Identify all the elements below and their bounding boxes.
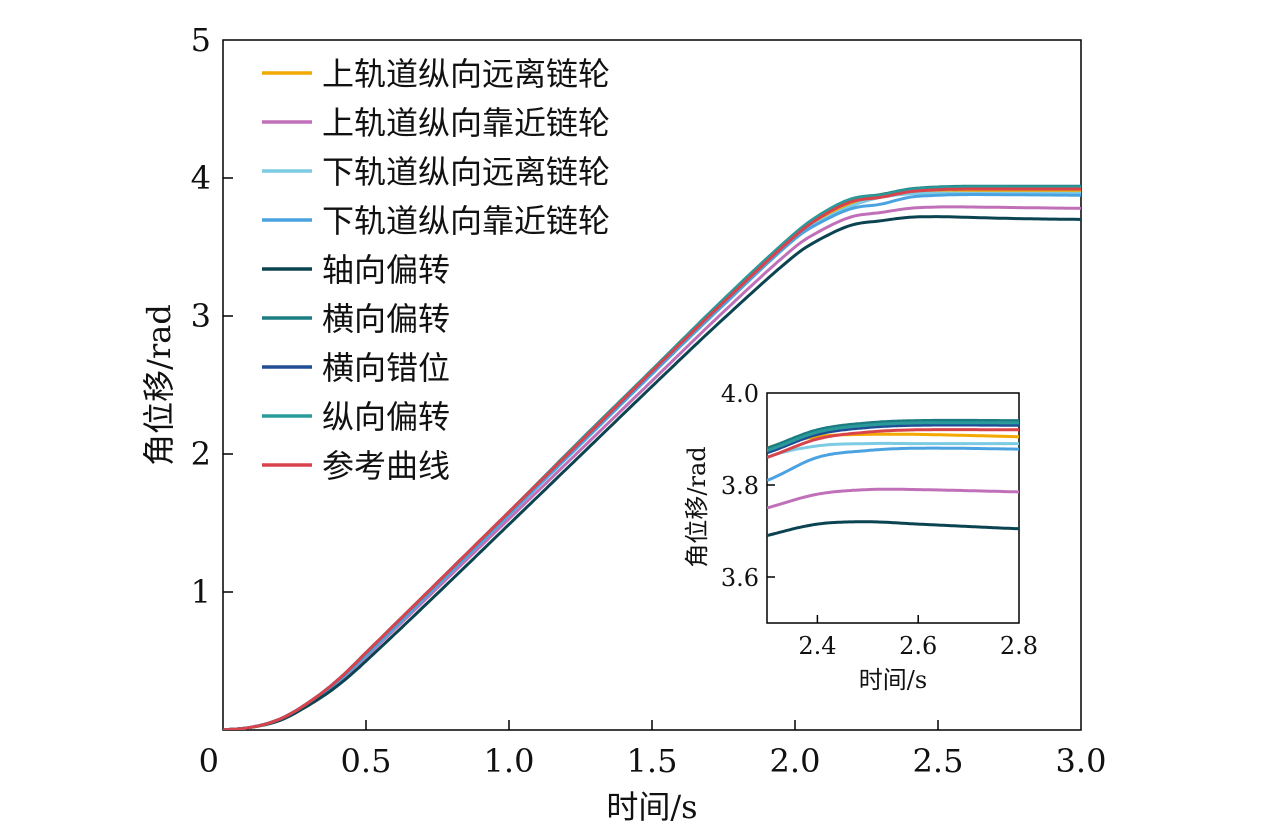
inset-series-line-2 [767, 487, 1019, 510]
inset-frame [766, 392, 1020, 624]
inset-series-line-6 [767, 418, 1019, 450]
legend-label-5: 轴向偏转 [322, 251, 450, 289]
inset-x-tick-label: 2.8 [1000, 632, 1038, 660]
x-axis-label: 时间/s [606, 788, 697, 826]
legend-label-1: 上轨道纵向远离链轮 [322, 55, 610, 93]
inset-y-tick-label: 3.8 [721, 472, 759, 500]
inset-series-line-8 [767, 421, 1019, 452]
x-tick-label: 2.0 [770, 742, 821, 780]
inset-series-line-4 [767, 446, 1019, 482]
x-tick-label: 0.5 [341, 742, 392, 780]
y-tick-label: 1 [191, 573, 211, 611]
inset-x-axis-label: 时间/s [859, 666, 927, 694]
y-tick-label: 4 [191, 159, 211, 197]
y-axis-label: 角位移/rad [140, 304, 178, 466]
inset-x-tick-label: 2.6 [899, 632, 937, 660]
legend-label-4: 下轨道纵向靠近链轮 [322, 202, 610, 240]
legend-label-9: 参考曲线 [322, 447, 450, 485]
x-tick-label: 1.0 [484, 742, 535, 780]
inset-y-axis-label: 角位移/rad [683, 446, 711, 567]
inset-x-tick-label: 2.4 [798, 632, 836, 660]
legend-label-2: 上轨道纵向靠近链轮 [322, 104, 610, 142]
legend-label-6: 横向偏转 [322, 300, 450, 338]
main-series-group [223, 184, 1081, 730]
legend: 上轨道纵向远离链轮上轨道纵向靠近链轮下轨道纵向远离链轮下轨道纵向靠近链轮轴向偏转… [262, 55, 610, 485]
x-tick-label: 3.0 [1056, 742, 1107, 780]
legend-label-7: 横向错位 [322, 349, 450, 387]
x-tick-label: 1.5 [627, 742, 678, 780]
y-tick-label: 3 [191, 297, 211, 335]
inset-series-group [767, 418, 1019, 538]
inset-y-tick-label: 4.0 [721, 380, 759, 408]
x-tick-label: 0 [199, 742, 219, 780]
main-plot: 0 0.5 1.0 1.5 2.0 2.5 3.0 1 2 3 4 5 时间/s 角位移/rad 上轨道纵向… [140, 21, 1106, 826]
legend-label-8: 纵向偏转 [322, 398, 450, 436]
inset-series-line-3 [767, 441, 1019, 459]
x-tick-label: 2.5 [913, 742, 964, 780]
inset-series-line-7 [767, 423, 1019, 455]
legend-label-3: 下轨道纵向远离链轮 [322, 153, 610, 191]
inset-series-line-9 [767, 428, 1019, 459]
series-line-4 [223, 193, 1081, 730]
series-line-5 [223, 215, 1081, 730]
y-tick-label: 5 [191, 21, 211, 59]
inset-series-line-5 [767, 520, 1019, 538]
y-tick-label: 2 [191, 435, 211, 473]
inset-plot: 2.4 2.6 2.8 3.6 3.8 4.0 时间/s 角位移/rad [683, 380, 1038, 694]
series-line-9 [223, 187, 1081, 730]
inset-y-tick-label: 3.6 [721, 564, 759, 592]
